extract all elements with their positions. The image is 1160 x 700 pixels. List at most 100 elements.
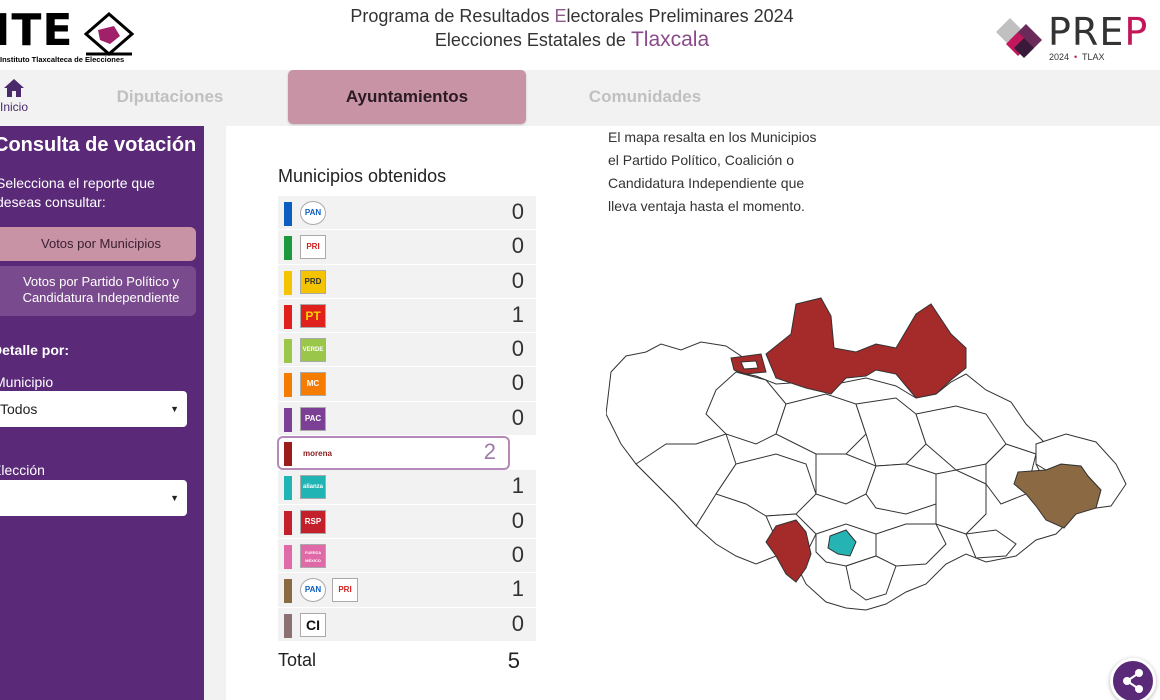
- party-value: 0: [511, 267, 524, 293]
- pan-logo-icon: PAN: [300, 201, 326, 225]
- party-value: 0: [511, 233, 524, 259]
- total-row: Total 5: [278, 642, 536, 676]
- map-region: [935, 469, 987, 535]
- home-button[interactable]: Inicio: [0, 78, 32, 114]
- party-color-bar: [284, 579, 292, 604]
- municipio-select[interactable]: Todos ▼: [0, 391, 187, 427]
- party-row-mc: MC 0: [278, 367, 536, 402]
- ite-emblem-icon: [84, 12, 134, 56]
- fuerza-mexico-logo-icon: FUERZA MÉXICO: [300, 543, 326, 568]
- map-region-alianza: [827, 529, 857, 557]
- prep-emblem-icon: [996, 18, 1042, 58]
- verde-logo-icon: VERDE: [300, 338, 326, 363]
- party-row-verde: VERDE 0: [278, 333, 536, 368]
- share-icon: [1123, 669, 1143, 693]
- party-color-bar: [284, 270, 292, 295]
- party-color-bar: [284, 510, 292, 535]
- party-value: 0: [511, 336, 524, 362]
- municipio-label: Municipio: [0, 374, 54, 390]
- party-row-pan: PAN 0: [278, 196, 536, 231]
- party-row-morena: morena 2: [277, 436, 510, 471]
- morena-logo-icon: morena: [303, 449, 332, 459]
- party-row-pt: PT 1: [278, 298, 536, 334]
- tab-comunidades[interactable]: Comunidades: [588, 87, 702, 106]
- results-table: PAN 0 PRI 0 PRD 0 PT 1 VERDE 0 MC 0: [277, 196, 536, 676]
- party-value: 0: [511, 370, 524, 396]
- party-value: 0: [511, 507, 524, 533]
- party-color-bar: [284, 442, 292, 467]
- map-region: [855, 397, 927, 467]
- header: ITE Instituto Tlaxcalteca de Elecciones …: [0, 0, 1160, 70]
- party-value: 1: [511, 301, 524, 327]
- party-row-fuerza-mexico: FUERZA MÉXICO 0: [278, 538, 536, 574]
- eleccion-select[interactable]: ▼: [0, 480, 187, 516]
- alianza-logo-icon: alianza: [300, 475, 326, 500]
- party-value: 0: [511, 610, 524, 636]
- municipios-title: Municipios obtenidos: [278, 166, 447, 186]
- tab-ayuntamientos[interactable]: Ayuntamientos: [288, 70, 526, 124]
- party-row-alianza: alianza 1: [278, 470, 536, 505]
- total-value: 5: [507, 647, 520, 673]
- mc-logo-icon: MC: [300, 372, 326, 397]
- main-nav: Inicio Diputaciones Ayuntamientos Comuni…: [0, 70, 1160, 126]
- party-color-bar: [284, 476, 292, 501]
- party-value: 0: [511, 541, 524, 567]
- pan-logo-icon: PAN: [300, 578, 326, 603]
- eleccion-label: Elección: [0, 462, 45, 478]
- total-label: Total: [278, 649, 317, 670]
- pri-logo-icon: PRI: [300, 235, 326, 260]
- party-value: 1: [511, 473, 524, 499]
- map-region-morena-north: [765, 297, 967, 399]
- ite-letters: ITE: [0, 5, 74, 56]
- party-value: 2: [483, 439, 496, 465]
- tab-diputaciones[interactable]: Diputaciones: [116, 87, 224, 106]
- map-region: [845, 555, 897, 601]
- votos-partido-button[interactable]: Votos por Partido Político y Candidatura…: [0, 266, 196, 316]
- party-row-ci: CI 0: [278, 607, 536, 642]
- share-button[interactable]: [1110, 658, 1156, 700]
- map-region: [1035, 433, 1127, 509]
- party-color-bar: [284, 407, 292, 432]
- map-region-morena-south: [765, 519, 812, 583]
- party-value: 0: [511, 404, 524, 430]
- sidebar: Consulta de votación Selecciona el repor…: [0, 126, 204, 700]
- pt-logo-icon: PT: [300, 303, 326, 328]
- pac-logo-icon: PAC: [300, 406, 326, 431]
- party-color-bar: [284, 304, 292, 329]
- home-label: Inicio: [0, 100, 28, 114]
- party-row-pri: PRI 0: [278, 230, 536, 265]
- prep-word: PREP: [1048, 10, 1149, 54]
- map-region: [740, 360, 759, 370]
- party-row-prd: PRD 0: [278, 264, 536, 299]
- sidebar-title: Consulta de votación: [0, 134, 197, 156]
- map-region: [965, 529, 1017, 559]
- party-color-bar: [284, 202, 292, 226]
- party-color-bar: [284, 373, 292, 398]
- party-value: 0: [511, 199, 524, 224]
- chevron-down-icon: ▼: [170, 404, 179, 414]
- home-icon: [4, 79, 24, 97]
- pri-logo-icon: PRI: [332, 578, 358, 603]
- map-region: [865, 463, 937, 515]
- ite-logo[interactable]: ITE Instituto Tlaxcalteca de Elecciones: [0, 6, 144, 66]
- party-color-bar: [284, 339, 292, 364]
- ci-logo-icon: CI: [300, 612, 326, 637]
- rsp-logo-icon: RSP: [300, 509, 326, 534]
- chevron-down-icon: ▼: [170, 493, 179, 503]
- party-color-bar: [284, 613, 292, 638]
- map-description: El mapa resalta en los Municipios el Par…: [608, 129, 817, 214]
- prep-logo[interactable]: PREP 2024 • TLAX: [996, 12, 1156, 64]
- party-color-bar: [284, 236, 292, 261]
- prep-subtitle: 2024 • TLAX: [1049, 52, 1105, 62]
- party-color-bar: [284, 544, 292, 569]
- party-row-rsp: RSP 0: [278, 504, 536, 539]
- party-row-pac: PAC 0: [278, 401, 536, 437]
- party-value: 1: [511, 576, 524, 602]
- ite-subtitle: Instituto Tlaxcalteca de Elecciones: [0, 55, 125, 64]
- tlaxcala-map[interactable]: [606, 294, 1136, 614]
- votos-municipios-button[interactable]: Votos por Municipios: [0, 227, 196, 261]
- map-region: [705, 371, 787, 445]
- detalle-label: Detalle por:: [0, 342, 70, 358]
- prd-logo-icon: PRD: [300, 269, 326, 294]
- sidebar-description: Selecciona el reporte que deseas consult…: [0, 175, 155, 210]
